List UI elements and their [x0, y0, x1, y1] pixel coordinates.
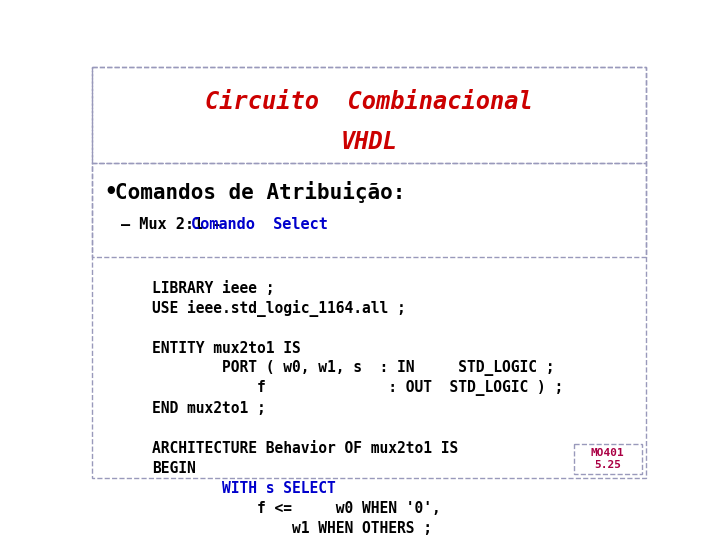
Text: Comandos de Atribuição:: Comandos de Atribuição:: [114, 181, 405, 203]
Text: BEGIN: BEGIN: [152, 461, 196, 476]
Text: – Mux 2:1 -: – Mux 2:1 -: [121, 217, 230, 232]
Text: END mux2to1 ;: END mux2to1 ;: [152, 401, 266, 416]
Text: PORT ( w0, w1, s  : IN     STD_LOGIC ;: PORT ( w0, w1, s : IN STD_LOGIC ;: [222, 360, 554, 376]
Text: ARCHITECTURE Behavior OF mux2to1 IS: ARCHITECTURE Behavior OF mux2to1 IS: [152, 441, 458, 456]
Bar: [574, 444, 642, 475]
Bar: [92, 164, 646, 257]
Text: Circuito  Combinacional: Circuito Combinacional: [205, 90, 533, 114]
Text: VHDL: VHDL: [341, 130, 397, 154]
Text: •: •: [104, 182, 117, 202]
Text: ENTITY mux2to1 IS: ENTITY mux2to1 IS: [152, 341, 301, 356]
Text: USE ieee.std_logic_1164.all ;: USE ieee.std_logic_1164.all ;: [152, 300, 406, 316]
Text: MO401
5.25: MO401 5.25: [591, 448, 624, 470]
Text: w1 WHEN OTHERS ;: w1 WHEN OTHERS ;: [292, 521, 431, 536]
Text: LIBRARY ieee ;: LIBRARY ieee ;: [152, 281, 274, 295]
Bar: [92, 67, 646, 164]
Text: WITH s SELECT: WITH s SELECT: [222, 481, 336, 496]
Text: Comando  Select: Comando Select: [191, 217, 328, 232]
Text: f <=     w0 WHEN '0',: f <= w0 WHEN '0',: [256, 501, 441, 516]
Text: f              : OUT  STD_LOGIC ) ;: f : OUT STD_LOGIC ) ;: [256, 380, 563, 396]
